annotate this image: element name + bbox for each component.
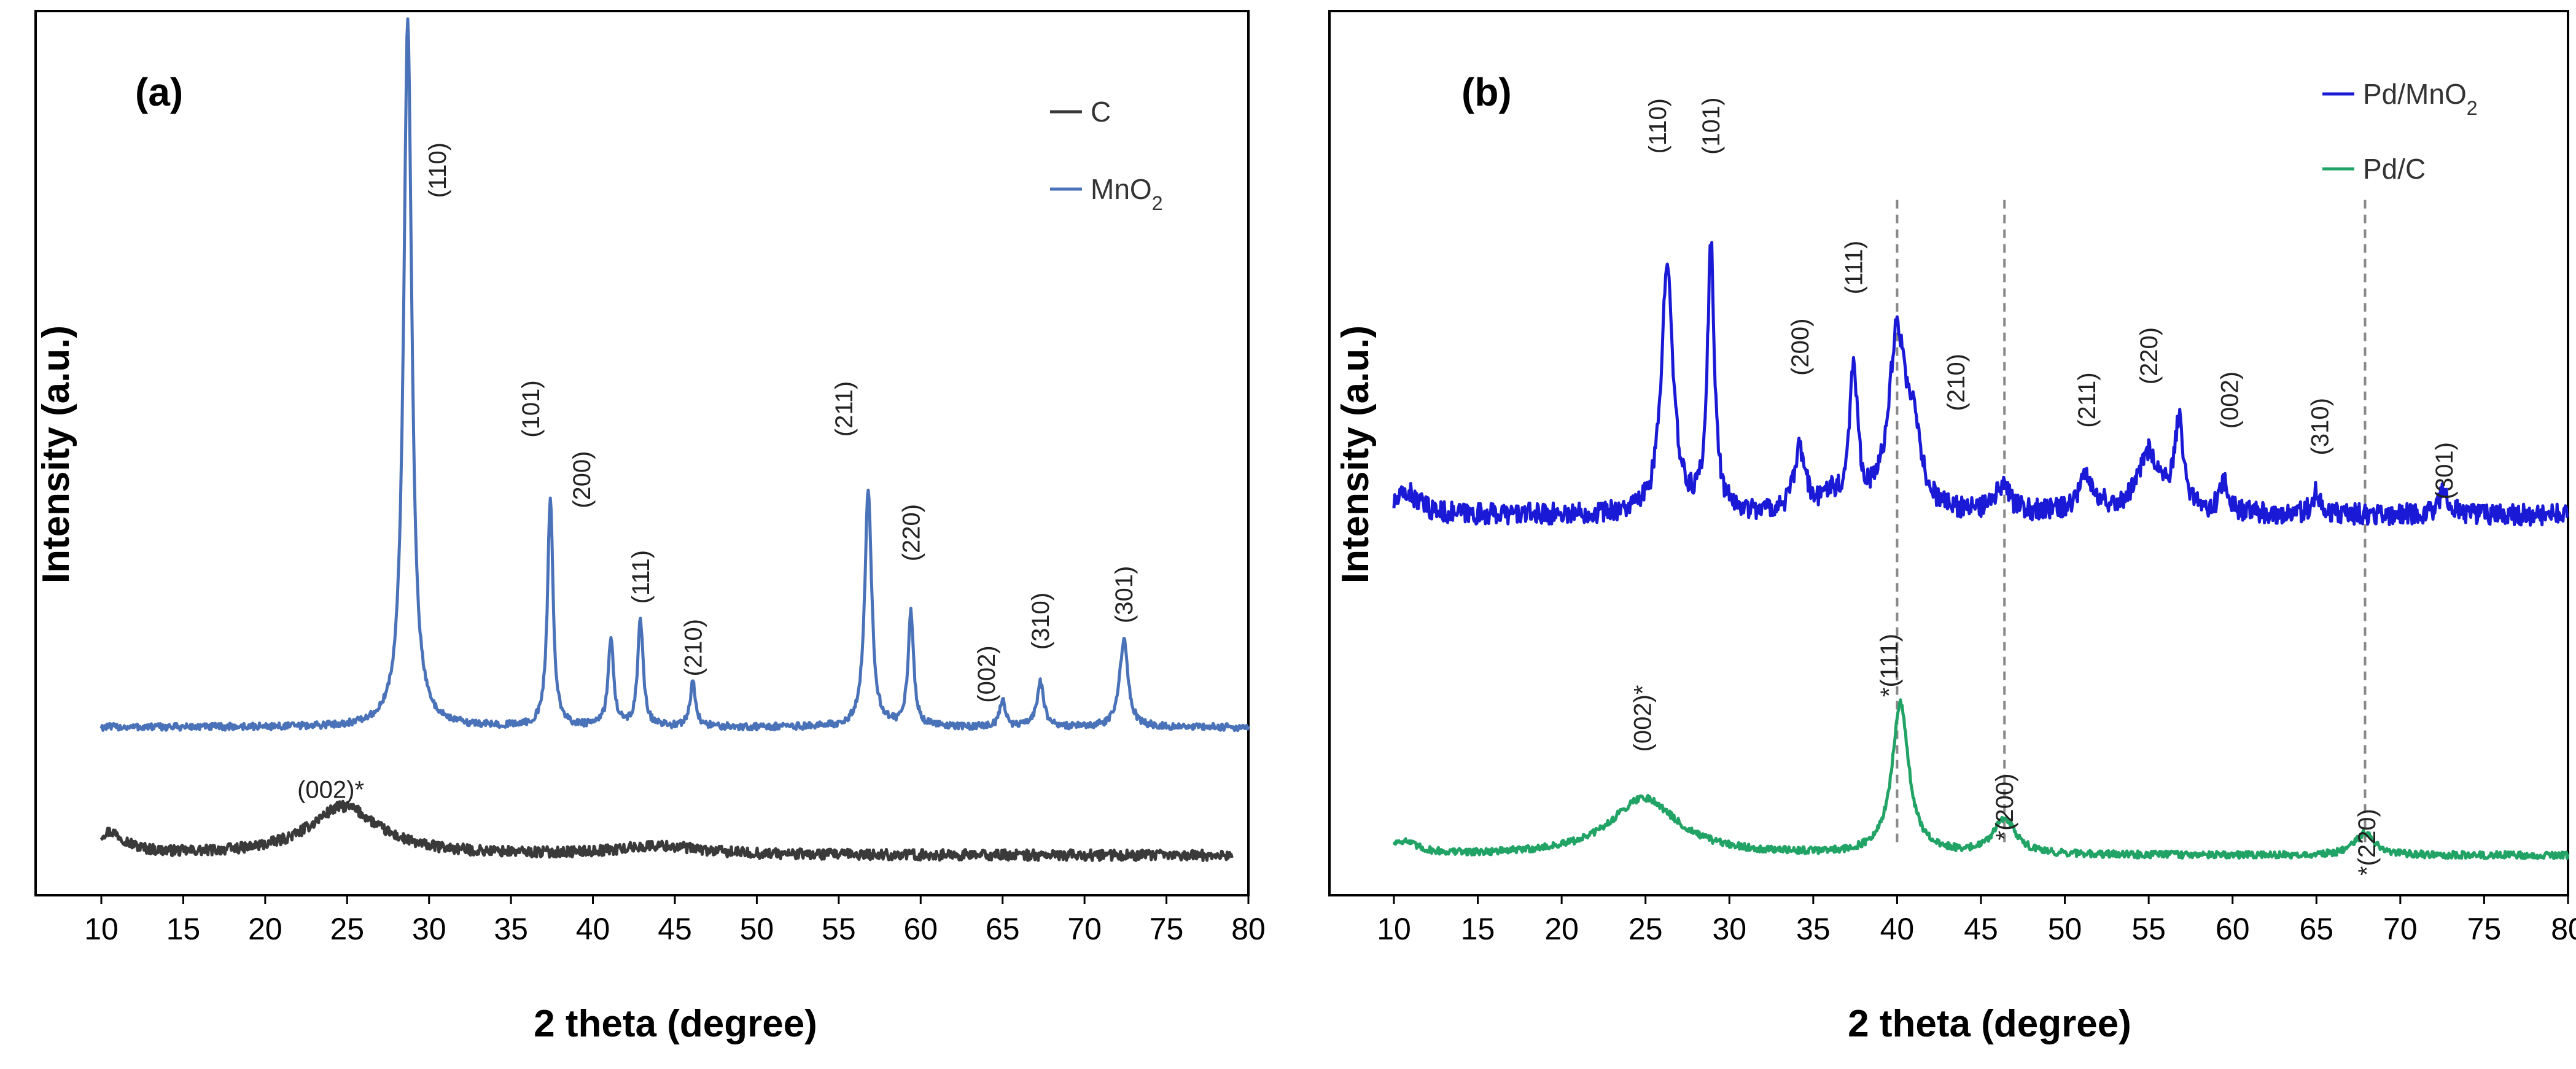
- x-tick-label-80: 80: [2551, 912, 2576, 946]
- panel-a-y-axis-title: Intensity (a.u.): [35, 325, 77, 583]
- peak-label-110: (110): [424, 142, 451, 198]
- peak-label-301: (301): [2431, 442, 2458, 499]
- x-tick-label-20: 20: [1544, 912, 1579, 946]
- x-tick-label-15: 15: [166, 912, 201, 946]
- x-tick-label-30: 30: [412, 912, 446, 946]
- peak-label-211: (211): [831, 381, 858, 437]
- x-tick-label-10: 10: [84, 912, 119, 946]
- peak-label-111: *(111): [1876, 634, 1903, 697]
- peak-label-002: (002): [973, 645, 1000, 702]
- panel-b-plot-area: (110) (101) (200) (111) (210) (211) (220) (002)…: [1377, 98, 2576, 946]
- x-tick-label-40: 40: [1880, 912, 1915, 946]
- peak-label-200: (200): [1787, 319, 1814, 376]
- peak-label-111: (111): [628, 550, 655, 604]
- x-tick-label-60: 60: [2216, 912, 2250, 946]
- peak-label-110: (110): [1644, 98, 1671, 154]
- panel-a-plot-area: (110) (101) (200) (111) (210) (211) (220) (002)…: [84, 17, 1266, 946]
- x-tick-label-55: 55: [2131, 912, 2166, 946]
- series-line-pd-c: [1392, 698, 2570, 860]
- peak-label-002: (002)*: [297, 777, 364, 804]
- x-tick-label-25: 25: [1628, 912, 1663, 946]
- peak-label-210: (210): [1943, 354, 1970, 411]
- series-line-pd-mno2: [1392, 241, 2569, 527]
- x-tick-label-70: 70: [2383, 912, 2418, 946]
- peak-label-310: (310): [1027, 593, 1054, 650]
- x-tick-label-35: 35: [494, 912, 528, 946]
- x-tick-label-50: 50: [2048, 912, 2082, 946]
- x-tick-label-15: 15: [1461, 912, 1495, 946]
- peak-label-220: (220): [2136, 327, 2163, 384]
- panel-a-x-axis-title: 2 theta (degree): [534, 1003, 817, 1045]
- peak-label-200: (200): [569, 451, 596, 508]
- x-tick-label-75: 75: [2467, 912, 2502, 946]
- panel-a-label: (a): [135, 70, 183, 114]
- peak-label-220: (220): [898, 504, 925, 561]
- peak-label-101: (101): [518, 380, 545, 437]
- series-line-c: [99, 799, 1234, 862]
- x-tick-label-65: 65: [986, 912, 1020, 946]
- peak-label-002: (002): [2216, 371, 2243, 429]
- panel-b-y-axis-title: Intensity (a.u.): [1334, 325, 1377, 583]
- panel-b-label: (b): [1461, 70, 1512, 114]
- x-tick-label-60: 60: [903, 912, 938, 946]
- panel-b: (110) (101) (200) (111) (210) (211) (220) (002)…: [1328, 10, 2576, 1045]
- panel-a-frame: [34, 10, 1250, 896]
- peak-label-200: *(200): [1991, 774, 2018, 841]
- x-tick-label-30: 30: [1712, 912, 1746, 946]
- peak-label-220: *(220): [2354, 809, 2381, 876]
- x-tick-label-20: 20: [248, 912, 282, 946]
- x-tick-label-40: 40: [576, 912, 610, 946]
- legend-label-mno2: MnO2: [1091, 173, 1162, 214]
- x-tick-label-70: 70: [1067, 912, 1102, 946]
- legend-label-pd-c: Pd/C: [2363, 153, 2426, 185]
- x-tick-label-45: 45: [658, 912, 692, 946]
- x-tick-label-75: 75: [1150, 912, 1184, 946]
- peak-label-310: (310): [2307, 398, 2334, 455]
- panel-a: (110) (101) (200) (111) (210) (211) (220) (002)…: [34, 10, 1266, 1045]
- peak-label-101: (101): [1698, 98, 1725, 155]
- panel-b-frame: [1328, 10, 2569, 896]
- peak-label-002: (002)*: [1629, 685, 1656, 752]
- legend-label-c: C: [1091, 96, 1111, 128]
- x-tick-label-10: 10: [1377, 912, 1411, 946]
- peak-label-210: (210): [680, 619, 707, 676]
- x-tick-label-55: 55: [822, 912, 856, 946]
- x-tick-label-50: 50: [740, 912, 774, 946]
- peak-label-211: (211): [2074, 372, 2101, 427]
- peak-label-111: (111): [1840, 241, 1867, 294]
- x-tick-label-65: 65: [2299, 912, 2333, 946]
- series-line-mno2: [99, 17, 1250, 733]
- panel-a-legend: C MnO2: [1050, 96, 1162, 214]
- panel-b-x-axis-title: 2 theta (degree): [1848, 1003, 2131, 1045]
- x-tick-label-35: 35: [1796, 912, 1831, 946]
- x-tick-label-80: 80: [1231, 912, 1266, 946]
- peak-label-301: (301): [1111, 566, 1138, 623]
- panel-b-legend: Pd/MnO2 Pd/C: [2322, 78, 2478, 185]
- legend-label-pd-mno2: Pd/MnO2: [2363, 78, 2478, 119]
- x-tick-label-25: 25: [330, 912, 364, 946]
- x-tick-label-45: 45: [1964, 912, 1998, 946]
